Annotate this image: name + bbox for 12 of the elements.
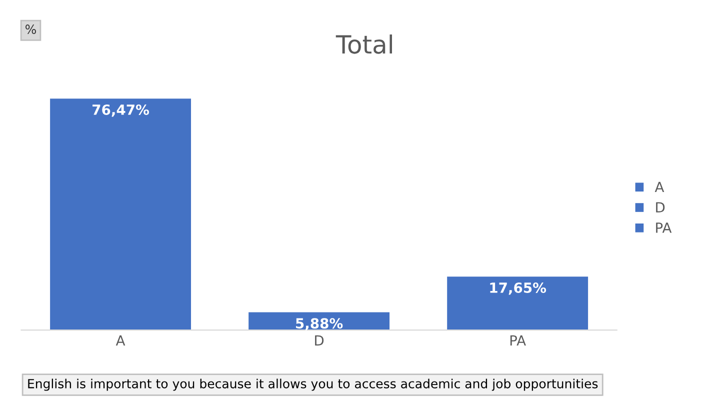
x-tick-label: A	[116, 335, 126, 346]
text: %	[26, 24, 36, 34]
x-tick-label: D	[315, 335, 324, 346]
x-tick-label: PA	[510, 335, 526, 346]
legend-label: A	[654, 182, 664, 192]
legend-label: PA	[656, 222, 672, 233]
text: English is important to you because it allows you to access academic and job opportunities	[28, 378, 598, 391]
data-label: 17,65%	[490, 282, 546, 295]
data-label: 5,88%	[296, 318, 343, 330]
data-label: 76,47%	[92, 104, 150, 117]
legend-label: D	[656, 202, 665, 212]
chart-title: Total	[336, 34, 392, 54]
